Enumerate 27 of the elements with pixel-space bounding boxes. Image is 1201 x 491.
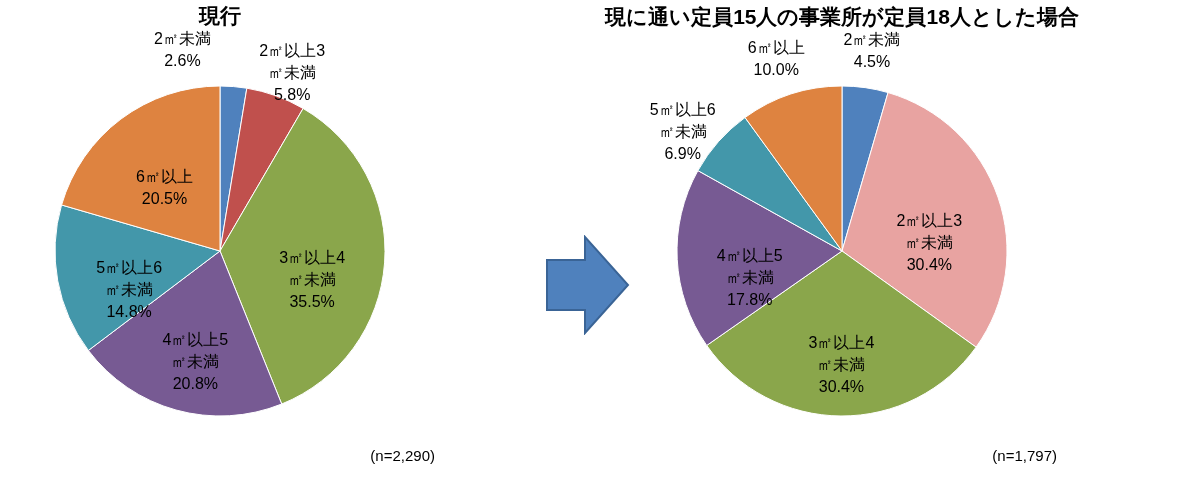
slice-label: 4㎡以上5㎡未満 (716, 246, 783, 286)
slice-label: 2㎡以上3㎡未満 (259, 41, 326, 81)
data-label: 2.6% (164, 51, 201, 69)
slice-label: 4㎡以上5㎡未満 (162, 331, 229, 371)
slice-label: 3㎡以上4㎡未満 (279, 248, 346, 288)
text: (n=1,797) (992, 447, 1057, 464)
data-label: 30.4% (818, 378, 865, 396)
slice-label: 2㎡以上3㎡未満 (896, 211, 963, 251)
slice-label: 2㎡未満 (153, 29, 211, 47)
text: (n=2,290) (370, 447, 435, 464)
data-label: 6.9% (664, 144, 701, 162)
data-label: 10.0% (753, 61, 799, 79)
data-label: 20.8% (172, 375, 219, 393)
data-label: 30.4% (906, 255, 953, 273)
chart-title: 現行 (198, 3, 241, 27)
data-label: 20.5% (141, 190, 188, 208)
slice-label: 3㎡以上4㎡未満 (808, 334, 875, 374)
data-label: 4.5% (853, 53, 891, 71)
data-label: 35.5% (289, 292, 335, 310)
data-label: 17.8% (727, 290, 773, 308)
chart-title: 現に通い定員15人の事業所が定員18人とした場合 (604, 5, 1079, 29)
data-label: 5.8% (273, 85, 311, 103)
slice-label: 5㎡以上6㎡未満 (96, 258, 163, 298)
slice-label: 6㎡以上 (136, 168, 193, 186)
slice-label: 5㎡以上6㎡未満 (649, 100, 716, 140)
slice-label: 2㎡未満 (843, 31, 901, 49)
slice-label: 6㎡以上 (747, 39, 805, 57)
